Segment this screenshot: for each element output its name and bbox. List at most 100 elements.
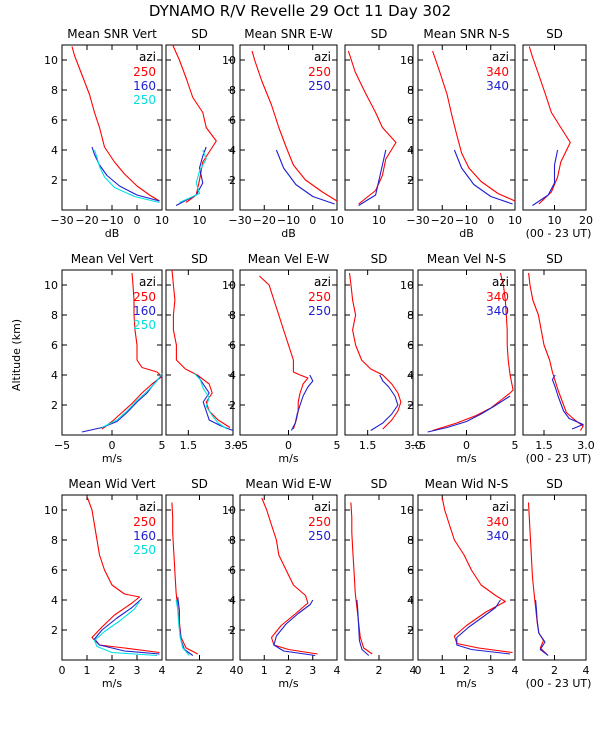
y-tick-label: 10 [44, 504, 58, 517]
legend-entry: 160 [133, 304, 156, 318]
x-tick-label: −10 [455, 214, 478, 227]
x-tick-label: 3.0 [224, 439, 242, 452]
panel-frame [165, 269, 234, 436]
series-line-red [251, 50, 338, 202]
series-line-blue [196, 374, 234, 432]
y-tick-label: 4 [407, 369, 414, 382]
series-line-red [172, 44, 217, 203]
series-line-blue [356, 599, 370, 656]
x-tick-label: 2 [196, 664, 203, 677]
x-axis-label: dB [105, 227, 120, 240]
series-line-blue [81, 374, 163, 433]
x-tick-label: 4 [230, 664, 237, 677]
series-line-blue [91, 146, 160, 202]
x-tick-label: 5 [159, 439, 166, 452]
panel-title: SD [371, 252, 388, 266]
panel-title: Mean SNR N-S [423, 27, 509, 41]
y-tick-label: 8 [407, 534, 414, 547]
series-line-red [528, 272, 584, 431]
y-tick-label: 8 [229, 534, 236, 547]
legend-entry: 250 [308, 304, 331, 318]
panel-vel_ew_sd: SD 1.5 3.0 [344, 252, 422, 452]
y-tick-label: 6 [51, 564, 58, 577]
x-tick-label: 4 [159, 664, 166, 677]
y-tick-label: 4 [407, 144, 414, 157]
x-tick-label: −10 [100, 214, 123, 227]
series-line-cyan [193, 373, 228, 430]
x-axis-label: m/s [278, 677, 298, 690]
series-line-cyan [179, 149, 207, 204]
x-tick-label: 1.5 [535, 439, 553, 452]
panel-wid_vert_sd: SD 2 4 [165, 477, 237, 677]
legend-entry: 250 [133, 65, 156, 79]
legend-header: azi [139, 50, 156, 64]
x-tick-label: −20 [75, 214, 98, 227]
y-tick-label: 2 [407, 624, 414, 637]
panel-snr_vert_sd: SD 10 [165, 27, 234, 227]
time-note: (00 - 23 UT) [526, 227, 592, 240]
series-line-blue [290, 374, 314, 431]
legend-header: azi [492, 500, 509, 514]
panel-title: Mean Wid N-S [425, 477, 509, 491]
x-tick-label: 3.0 [404, 439, 422, 452]
panel-frame [522, 269, 587, 436]
x-axis-label: m/s [456, 677, 476, 690]
x-tick-label: −30 [50, 214, 73, 227]
panel-wid_ns_sd: SD 2 4(00 - 23 UT) [522, 477, 591, 690]
time-note: (00 - 23 UT) [526, 452, 592, 465]
x-tick-label: 1.5 [180, 439, 198, 452]
legend-header: azi [314, 50, 331, 64]
x-tick-label: −30 [406, 214, 429, 227]
series-line-red [350, 502, 373, 655]
series-line-blue [358, 149, 387, 206]
x-tick-label: 3 [134, 664, 141, 677]
x-axis-label: m/s [102, 677, 122, 690]
y-tick-label: 6 [51, 339, 58, 352]
y-tick-label: 6 [51, 114, 58, 127]
x-axis-label: m/s [102, 452, 122, 465]
series-line-blue [273, 599, 316, 657]
x-tick-label: 2 [376, 664, 383, 677]
y-tick-label: 8 [51, 534, 58, 547]
legend-entry: 340 [486, 65, 509, 79]
x-tick-label: 10 [508, 214, 522, 227]
y-tick-label: 6 [229, 114, 236, 127]
y-tick-label: 8 [407, 309, 414, 322]
panel-title: Mean Vel Vert [71, 252, 154, 266]
x-tick-label: 0 [134, 214, 141, 227]
legend-entry: 250 [133, 318, 156, 332]
panel-frame [344, 44, 414, 211]
panel-wid_ew_sd: SD 2 4 [344, 477, 417, 677]
panel-title: SD [191, 477, 208, 491]
series-line-red [527, 502, 547, 655]
y-tick-label: 4 [51, 144, 58, 157]
x-tick-label: 4 [583, 664, 590, 677]
x-tick-label: 2 [285, 664, 292, 677]
y-tick-label: 2 [229, 624, 236, 637]
series-line-blue [535, 599, 549, 656]
series-line-red [347, 50, 397, 205]
y-tick-label: 8 [51, 309, 58, 322]
legend-entry: 250 [133, 543, 156, 557]
legend-entry: 250 [133, 515, 156, 529]
y-tick-label: 6 [229, 564, 236, 577]
panel-title: Mean Wid E-W [245, 477, 331, 491]
panel-title: SD [546, 27, 563, 41]
panel-title: Mean Vel E-W [248, 252, 330, 266]
x-axis-label: m/s [456, 452, 476, 465]
x-tick-label: 2 [109, 664, 116, 677]
panel-title: Mean Wid Vert [68, 477, 155, 491]
x-tick-label: 3 [309, 664, 316, 677]
x-tick-label: 0 [487, 214, 494, 227]
x-tick-label: 4 [410, 664, 417, 677]
y-tick-label: 6 [229, 339, 236, 352]
series-line-cyan [93, 601, 158, 657]
y-tick-label: 6 [407, 339, 414, 352]
x-tick-label: 10 [372, 214, 386, 227]
panel-title: Mean Vel N-S [427, 252, 506, 266]
series-line-red [528, 46, 571, 205]
series-line-blue [427, 395, 511, 433]
